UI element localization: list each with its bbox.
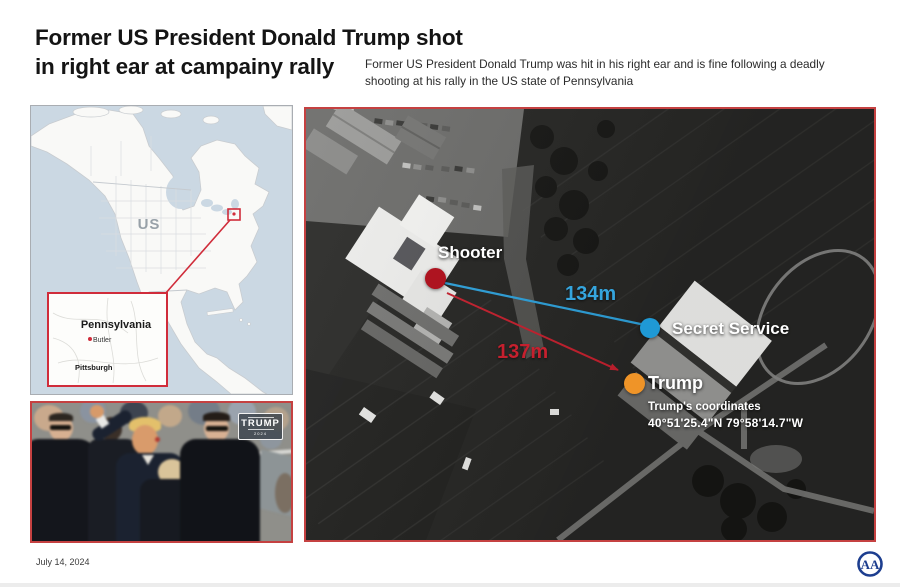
inset-butler-label: Butler [93, 337, 112, 344]
north-america-map: US Pennsylvania Butler Pittsburgh [30, 105, 293, 395]
publication-date: July 14, 2024 [36, 557, 90, 567]
gravel-patch [750, 445, 802, 473]
aa-logo-text: AA [861, 557, 880, 572]
sign-rule-bottom [247, 429, 274, 431]
inset-state-label: Pennsylvania [81, 319, 152, 331]
pennsylvania-highlight-box [227, 208, 241, 221]
anadolu-agency-logo: AA [856, 550, 884, 578]
bottom-edge-strip [0, 583, 900, 587]
pennsylvania-inset: Pennsylvania Butler Pittsburgh [47, 292, 168, 387]
sign-rule-top [247, 416, 274, 418]
barn-roofs [360, 283, 460, 379]
secret-service-label: Secret Service [672, 319, 790, 338]
distance-line-secret-service [444, 281, 651, 328]
field-lower-left [306, 369, 476, 540]
trump-label: Trump [648, 373, 704, 393]
aa-logo-graphic: AA [857, 551, 883, 577]
title-line-1: Former US President Donald Trump shot [35, 25, 463, 50]
distance-134m-label: 134m [565, 283, 617, 305]
sign-label: TRUMP [241, 417, 280, 429]
page-title: Former US President Donald Trump shot in… [35, 24, 463, 82]
shooter-label: Shooter [438, 243, 503, 262]
farm-show-buildings [306, 109, 447, 175]
photo-scene [32, 403, 291, 541]
tree-cluster-top [530, 120, 615, 276]
trump-dot [624, 373, 645, 394]
page-subtitle: Former US President Donald Trump was hit… [365, 57, 825, 89]
tree-cluster-bottom [692, 465, 806, 540]
coordinates-value: 40°51'25.4"N 79°58'14.7"W [648, 416, 804, 430]
butler-inset-dot [88, 337, 92, 341]
distance-line-trump [446, 292, 619, 371]
hudson-bay [166, 175, 196, 209]
sign-year: 2024 [254, 431, 267, 437]
sheds [358, 391, 559, 471]
distance-137m-label: 137m [497, 341, 549, 363]
caribbean-islands [206, 308, 251, 326]
inset-pittsburgh-label: Pittsburgh [75, 363, 113, 372]
greenland [262, 105, 293, 131]
satellite-shading [306, 109, 874, 540]
oval-track [755, 248, 874, 386]
butler-map-dot [232, 212, 236, 216]
driveway [502, 165, 544, 359]
shooter-dot [425, 268, 446, 289]
us-country-label: US [138, 216, 161, 233]
rally-photo: TRUMP 2024 [30, 401, 293, 543]
state-borders [90, 136, 211, 274]
satellite-map-panel: Shooter 134m Secret Service 137m Trump T… [304, 107, 876, 542]
great-lakes [201, 199, 239, 215]
satellite-imagery [306, 109, 874, 540]
title-line-2: in right ear at campainy rally [35, 53, 335, 79]
locator-map-panel: US Pennsylvania Butler Pittsburgh [30, 105, 293, 395]
secret-service-dot [640, 318, 660, 338]
trump-sign: TRUMP 2024 [238, 413, 283, 440]
inset-roads [52, 297, 159, 384]
arctic-islands [72, 105, 220, 125]
zoom-leader-line [164, 219, 231, 295]
coordinates-title: Trump's coordinates [648, 401, 761, 413]
